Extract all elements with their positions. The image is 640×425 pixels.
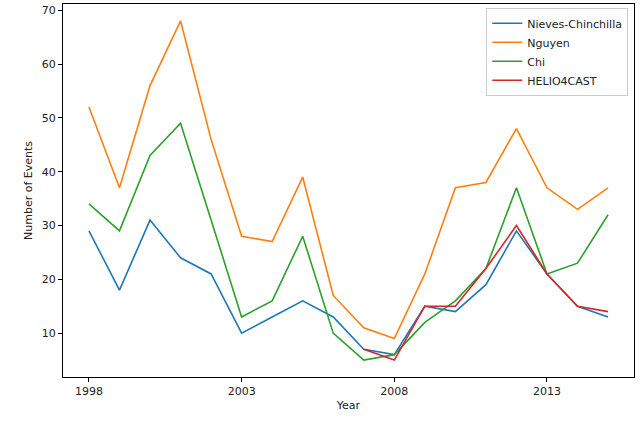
svg-text:HELIO4CAST: HELIO4CAST (527, 75, 596, 88)
svg-text:10: 10 (42, 327, 56, 340)
svg-text:70: 70 (42, 4, 56, 17)
svg-text:Year: Year (336, 399, 361, 412)
svg-text:2008: 2008 (380, 385, 408, 398)
svg-text:20: 20 (42, 273, 56, 286)
svg-text:30: 30 (42, 219, 56, 232)
svg-text:Chi: Chi (527, 56, 545, 69)
svg-text:Nguyen: Nguyen (527, 37, 569, 50)
svg-text:2003: 2003 (228, 385, 256, 398)
svg-text:Nieves-Chinchilla: Nieves-Chinchilla (527, 18, 622, 31)
svg-text:60: 60 (42, 58, 56, 71)
svg-text:40: 40 (42, 166, 56, 179)
svg-text:50: 50 (42, 112, 56, 125)
svg-text:Number of Events: Number of Events (22, 141, 35, 240)
svg-text:2013: 2013 (533, 385, 561, 398)
svg-text:1998: 1998 (75, 385, 103, 398)
